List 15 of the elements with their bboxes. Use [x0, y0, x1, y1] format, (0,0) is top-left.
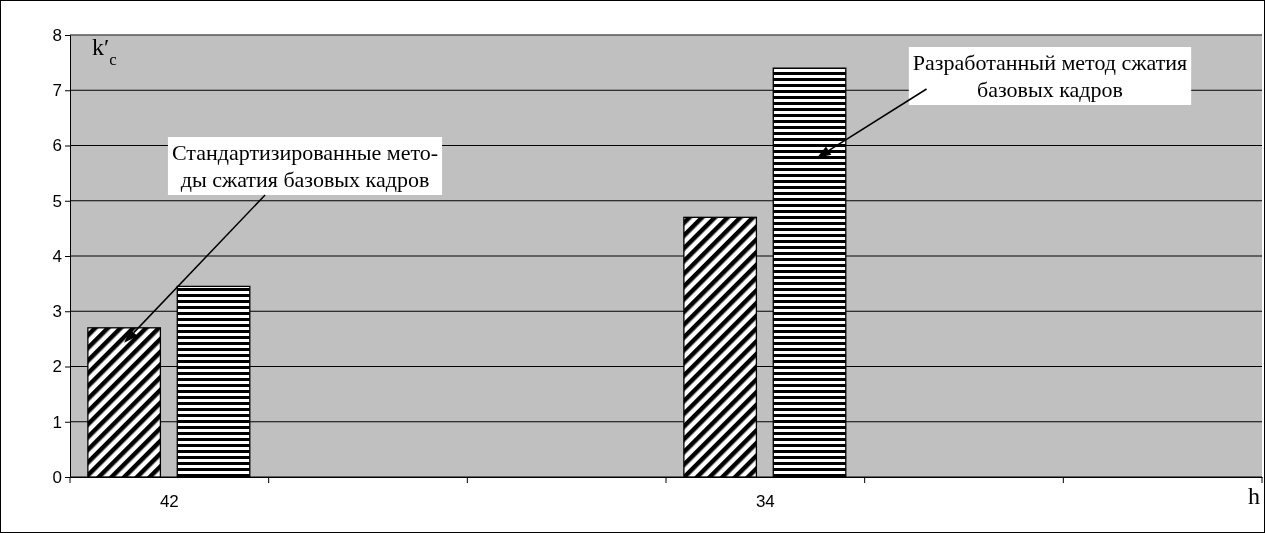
- y-tick-label: 8: [52, 25, 62, 45]
- annotation: Стандартизированные мето- ды сжатия базовых кадров: [171, 140, 439, 192]
- annotation: Разработанный метод сжатия базовых кадров: [912, 50, 1188, 102]
- y-tick-label: 5: [52, 191, 62, 211]
- x-axis-title: h: [1248, 483, 1260, 509]
- x-tick-label: 34: [755, 492, 775, 512]
- x-tick-label: 42: [159, 492, 179, 512]
- y-tick-label: 3: [52, 302, 62, 322]
- y-tick-label: 0: [52, 467, 62, 487]
- y-tick-label: 1: [52, 412, 62, 432]
- y-tick-label: 7: [52, 81, 62, 101]
- y-tick-label: 6: [52, 136, 62, 156]
- y-tick-label: 4: [52, 246, 62, 266]
- y-tick-label: 2: [52, 357, 62, 377]
- y-axis-title: k′$_{c}$: [92, 34, 117, 69]
